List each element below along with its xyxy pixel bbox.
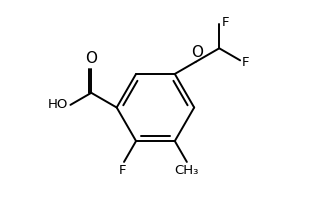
Text: O: O: [85, 51, 97, 66]
Text: CH₃: CH₃: [175, 164, 199, 177]
Text: O: O: [191, 45, 203, 60]
Text: F: F: [221, 16, 229, 29]
Text: F: F: [242, 55, 250, 69]
Text: F: F: [119, 164, 127, 177]
Text: HO: HO: [48, 98, 68, 111]
